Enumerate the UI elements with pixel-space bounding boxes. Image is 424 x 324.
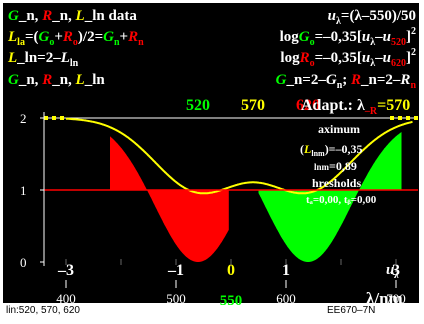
- header-line1-right: uλ=(λ–550)/50: [328, 8, 416, 27]
- x-tick-label: 400: [56, 291, 76, 306]
- overlay-tab: tₐ=0,00, tᵦ=0,00: [306, 194, 377, 206]
- footer-right: EE670–7N: [327, 305, 376, 316]
- series-g-area: [258, 132, 402, 262]
- marker-620: 620: [296, 97, 320, 114]
- footer-left: lin:520, 570, 620: [6, 305, 80, 316]
- header-line3-right: logRo=–0,35[uλ–u620]2: [280, 47, 416, 69]
- plot-area: 2 1 0 –3 –1 0 1 3 400 500 600 700 550: [20, 111, 418, 309]
- top-dash-markers: [44, 116, 418, 120]
- series-l-line: [66, 117, 413, 195]
- header-line3-left: L_ln=2–Lln: [7, 50, 79, 69]
- u-tick-label: –3: [57, 262, 74, 279]
- header-line4-left: G_n, R_n, L_ln: [8, 72, 105, 88]
- u-tick-label: –1: [167, 262, 184, 279]
- overlay-maximum: aximum: [318, 122, 360, 136]
- header-right: uλ=(λ–550)/50logGo=–0,35[uλ–u520]2logRo=…: [276, 8, 417, 91]
- dash-mark: [44, 116, 48, 120]
- y-tick-label: 1: [20, 183, 27, 198]
- header-line1-left: G_n, R_n, L_ln data: [8, 8, 137, 24]
- axis-labels: uλ λ/nm: [366, 262, 403, 308]
- u-tick-label: 0: [227, 262, 235, 279]
- overlay-lnm: lnm=0,89: [314, 159, 357, 173]
- dash-mark: [60, 116, 64, 120]
- x-axis-label: λ/nm: [366, 289, 403, 308]
- overlay-thresholds: hresholds: [312, 176, 361, 190]
- dash-mark: [390, 116, 394, 120]
- x-tick-label: 700: [386, 291, 406, 306]
- u-axis-label: uλ: [386, 262, 399, 281]
- header-line4-right: G_n=2–Gn; R_n=2–Rn: [276, 72, 417, 91]
- overlay-llnm: (Llnm)=–0,35: [300, 142, 363, 158]
- marker-520: 520: [186, 97, 210, 114]
- dash-mark: [398, 116, 402, 120]
- x-tick-label: 500: [166, 291, 186, 306]
- dash-mark: [52, 116, 56, 120]
- adaptation-label: Adapt.: λ–R=570: [301, 97, 410, 117]
- u-tick-label: 1: [282, 262, 290, 279]
- header-line2-left: Lla=(Go+Ro)/2=Gn+Rn: [7, 29, 144, 48]
- x-tick-label: 600: [276, 291, 296, 306]
- y-tick-label: 2: [20, 111, 27, 126]
- dash-mark: [406, 116, 410, 120]
- header-left: G_n, R_n, L_ln data Lla=(Go+Ro)/2=Gn+Rn L_…: [7, 8, 144, 88]
- u-tick-label: 3: [392, 262, 400, 279]
- marker-570: 570: [241, 97, 265, 114]
- series-r-area: [110, 136, 229, 262]
- y-tick-label: 0: [20, 255, 27, 270]
- dash-mark: [414, 116, 418, 120]
- x-tick-label-highlight: 550: [220, 293, 243, 309]
- header-line2-right: logGo=–0,35[uλ–u520]2: [280, 26, 416, 48]
